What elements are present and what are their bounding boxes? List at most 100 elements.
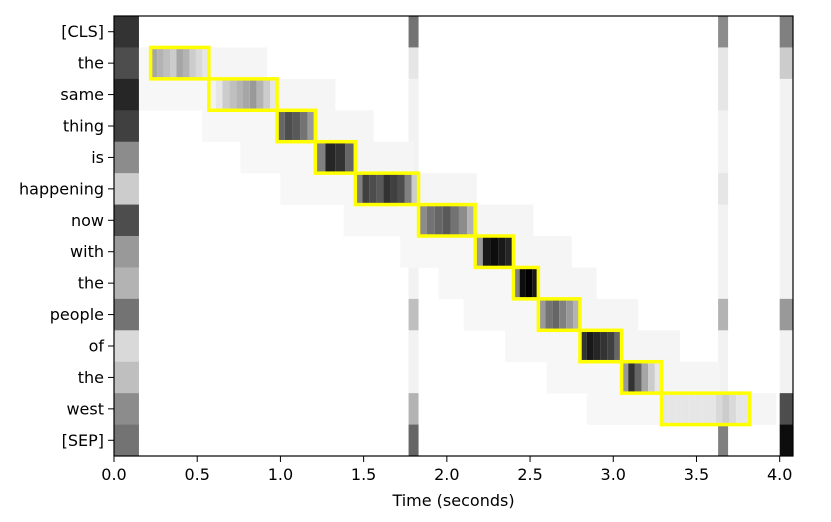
artifact-cell bbox=[718, 424, 729, 457]
y-tick-label: now bbox=[71, 211, 104, 230]
attention-cell bbox=[335, 141, 346, 174]
attention-cell bbox=[256, 78, 264, 111]
attention-cell bbox=[442, 204, 451, 237]
attention-cell bbox=[157, 47, 164, 80]
artifact-cell bbox=[114, 204, 139, 237]
artifact-cell bbox=[718, 47, 729, 80]
attention-cell bbox=[307, 110, 316, 143]
y-tick-label: [SEP] bbox=[62, 431, 104, 450]
y-tick-label: with bbox=[70, 242, 104, 261]
attention-cell bbox=[236, 78, 243, 111]
attention-cell bbox=[519, 267, 526, 300]
attention-cell bbox=[397, 173, 405, 205]
diffuse-cell bbox=[418, 173, 477, 205]
attention-cell bbox=[498, 236, 506, 268]
attention-cell bbox=[383, 173, 391, 205]
attention-cell bbox=[315, 141, 326, 174]
attention-cell bbox=[513, 267, 520, 300]
attention-cell bbox=[325, 141, 336, 174]
attention-cell bbox=[362, 173, 370, 205]
artifact-cell bbox=[779, 236, 793, 268]
artifact-cell bbox=[718, 361, 729, 394]
x-tick-label: 3.5 bbox=[684, 465, 709, 484]
artifact-cell bbox=[779, 424, 793, 457]
artifact-cell bbox=[114, 267, 139, 300]
attention-cell bbox=[176, 47, 183, 80]
x-tick-label: 1.0 bbox=[268, 465, 293, 484]
attention-cell bbox=[695, 393, 703, 425]
attention-cell bbox=[263, 78, 271, 111]
alignment-box bbox=[511, 265, 541, 301]
artifact-cell bbox=[408, 361, 419, 394]
artifact-cell bbox=[779, 393, 793, 425]
diffuse-cell bbox=[579, 298, 639, 331]
artifact-cell bbox=[408, 16, 419, 48]
attention-cell bbox=[150, 47, 158, 80]
artifact-cell bbox=[718, 173, 729, 205]
attention-cell bbox=[170, 47, 177, 80]
attention-cell bbox=[376, 173, 384, 205]
alignment-box bbox=[275, 108, 318, 144]
attention-cell bbox=[475, 236, 483, 268]
diffuse-cell bbox=[475, 204, 534, 237]
attention-cell bbox=[586, 330, 594, 363]
diffuse-cell bbox=[546, 361, 622, 394]
artifact-cell bbox=[114, 78, 139, 111]
alignment-box bbox=[353, 171, 421, 207]
alignment-box bbox=[578, 328, 624, 364]
attention-cell bbox=[566, 298, 574, 331]
y-tick-label: west bbox=[66, 399, 104, 418]
alignment-box bbox=[148, 45, 211, 81]
artifact-cell bbox=[718, 204, 729, 237]
attention-cell bbox=[292, 110, 301, 143]
attention-cell bbox=[681, 393, 689, 425]
diffuse-cell bbox=[586, 393, 662, 425]
diffuse-cell bbox=[513, 236, 572, 268]
diffuse-cell bbox=[208, 47, 268, 80]
x-tick-label: 2.0 bbox=[434, 465, 459, 484]
artifact-cell bbox=[114, 361, 139, 394]
artifact-cell bbox=[114, 424, 139, 457]
artifact-cell bbox=[718, 236, 729, 268]
y-tick-label: [CLS] bbox=[61, 22, 104, 41]
attention-cell bbox=[545, 298, 553, 331]
y-tick-label: the bbox=[78, 368, 104, 387]
attention-cell bbox=[688, 393, 696, 425]
artifact-cell bbox=[408, 110, 419, 143]
attention-cell bbox=[163, 47, 171, 80]
artifact-cell bbox=[114, 141, 139, 174]
attention-cell bbox=[195, 47, 203, 80]
attention-cell bbox=[736, 393, 743, 425]
diffuse-cell bbox=[138, 78, 209, 111]
artifact-cell bbox=[779, 141, 793, 174]
attention-cell bbox=[579, 330, 587, 363]
artifact-cell bbox=[718, 110, 729, 143]
attention-cell bbox=[202, 47, 209, 80]
artifact-cell bbox=[718, 141, 729, 174]
diffuse-cell bbox=[400, 236, 476, 268]
attention-cell bbox=[702, 393, 710, 425]
diffuse-cell bbox=[343, 204, 419, 237]
heatmap-cells bbox=[114, 16, 793, 457]
plot-frame bbox=[113, 15, 794, 457]
artifact-cell bbox=[779, 267, 793, 300]
attention-cell bbox=[249, 78, 257, 111]
attention-cell bbox=[490, 236, 499, 268]
artifact-cell bbox=[779, 78, 793, 111]
attention-cell bbox=[390, 173, 398, 205]
attention-cell bbox=[709, 393, 716, 425]
attention-cell bbox=[675, 393, 682, 425]
diffuse-cell bbox=[277, 78, 336, 111]
artifact-cell bbox=[779, 361, 793, 394]
y-tick-label: the bbox=[78, 54, 104, 73]
attention-cell bbox=[458, 204, 468, 237]
attention-cell bbox=[628, 361, 635, 394]
y-axis: [CLS] the same thing is happening now with the pe… bbox=[19, 22, 114, 450]
attention-cell bbox=[648, 361, 655, 394]
artifact-cell bbox=[779, 16, 793, 48]
diffuse-cell bbox=[138, 47, 151, 80]
attention-cell bbox=[729, 393, 737, 425]
artifact-cell bbox=[779, 47, 793, 80]
attention-cell bbox=[467, 204, 476, 237]
